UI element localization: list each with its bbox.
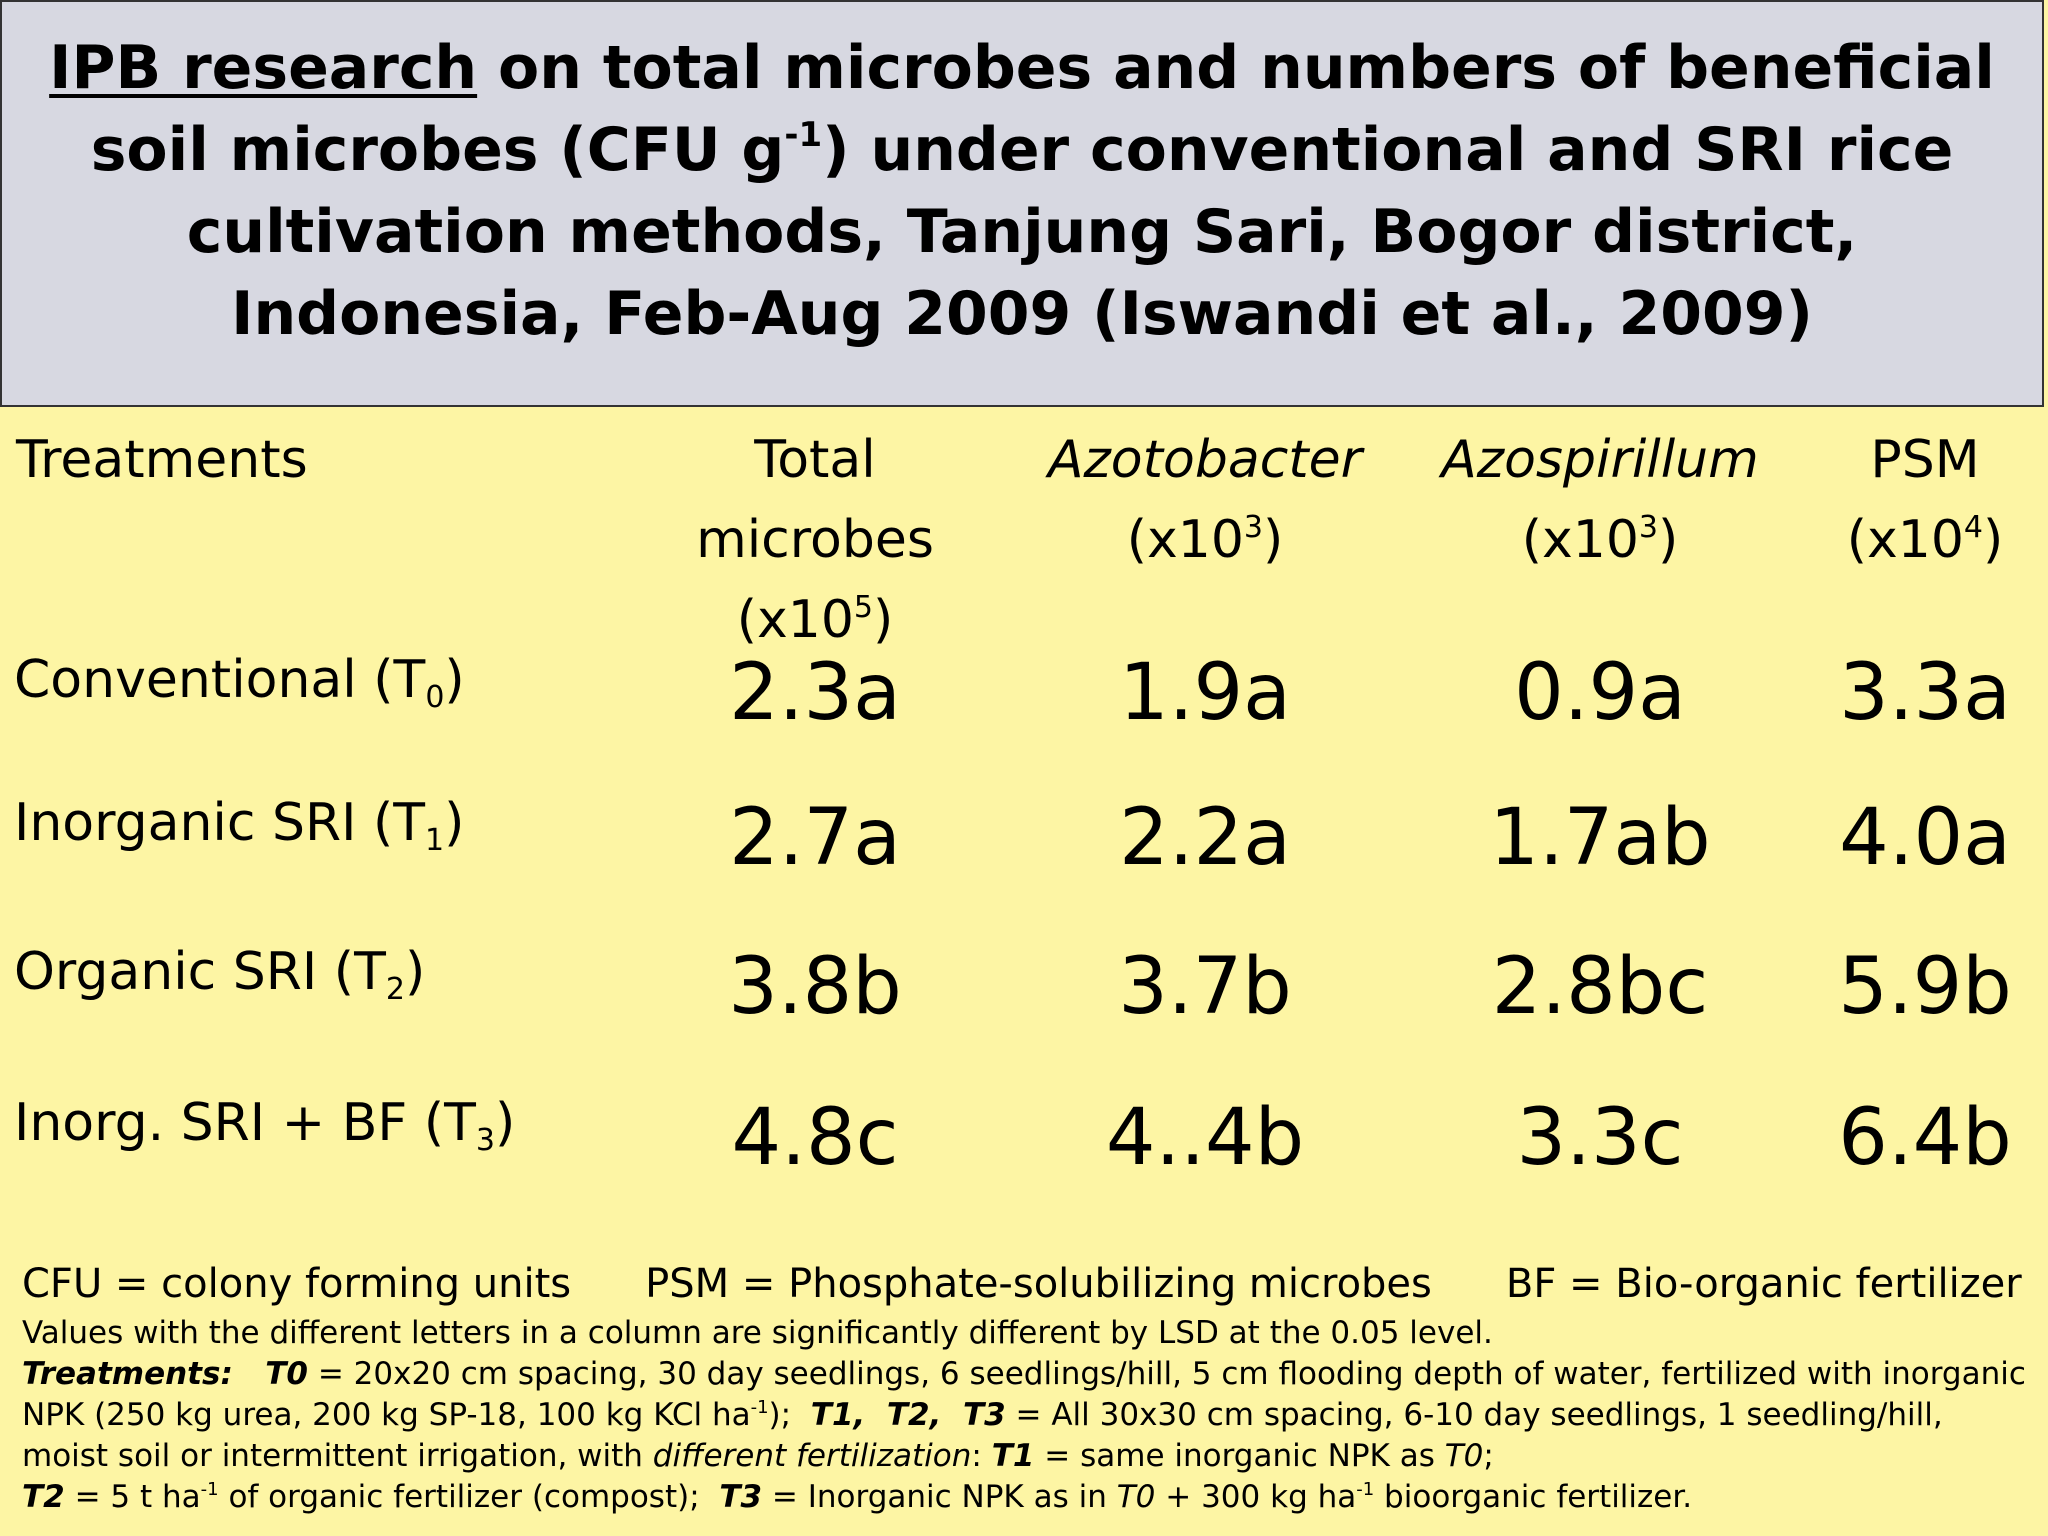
cell-azotobacter: 3.7b: [1118, 942, 1292, 1032]
header-total-unit-post: ): [873, 590, 894, 650]
treatments-colon: :: [220, 1356, 266, 1392]
cell-psm: 5.9b: [1838, 942, 2012, 1032]
row-label-text: Conventional (T: [14, 650, 426, 710]
abbr-bf: BF = Bio-organic fertilizer: [1505, 1261, 2022, 1307]
cell-total: 2.3a: [729, 648, 901, 738]
row-label-close: ): [404, 942, 426, 1002]
t0-close: );: [768, 1397, 811, 1433]
lsd-note: Values with the different letters in a c…: [22, 1315, 1493, 1351]
different-fertilization: different fertilization: [652, 1438, 972, 1474]
header-azotobacter-name: Azotobacter: [1047, 430, 1363, 490]
title-line2-post: ) under conventional and SRI rice: [822, 114, 1954, 185]
row-label-inorganic-sri: Inorganic SRI (T1): [14, 788, 464, 858]
footnotes: CFU = colony forming units PSM = Phosphat…: [22, 1255, 2032, 1518]
header-psm-unit-sup: 4: [1963, 510, 1984, 545]
title-panel: IPB research on total microbes and numbe…: [0, 0, 2044, 407]
header-total-l2: microbes: [696, 510, 934, 570]
cell-azospirillum: 0.9a: [1514, 648, 1686, 738]
header-psm-unit-post: ): [1983, 510, 2004, 570]
title-line2-sup: -1: [784, 114, 823, 155]
header-azospirillum-unit-post: ): [1658, 510, 1679, 570]
header-total-l1: Total: [754, 430, 876, 490]
header-azospirillum-unit-sup: 3: [1638, 510, 1659, 545]
t3-label: T3: [719, 1479, 763, 1515]
cell-azospirillum: 3.3c: [1516, 1093, 1684, 1183]
title-line1: on total microbes and numbers of benefic…: [477, 32, 1995, 103]
colon: :: [971, 1438, 992, 1474]
cell-azotobacter: 2.2a: [1119, 793, 1291, 883]
cell-total: 2.7a: [729, 793, 901, 883]
row-label-inorg-sri-bf: Inorg. SRI + BF (T3): [14, 1088, 515, 1158]
row-label-close: ): [495, 1093, 516, 1153]
cell-azospirillum: 1.7ab: [1489, 793, 1711, 883]
row-label-organic-sri: Organic SRI (T2): [14, 937, 425, 1007]
t2-text: = 5 t ha: [64, 1479, 201, 1515]
header-psm-unit: (x104): [1790, 500, 2048, 580]
header-azospirillum: Azospirillum (x103): [1420, 420, 1780, 580]
treatments-label: Treatments: [22, 1356, 221, 1392]
t2-label: T2: [22, 1479, 65, 1515]
header-psm-unit-pre: (x10: [1846, 510, 1964, 570]
header-azospirillum-unit-pre: (x10: [1521, 510, 1639, 570]
abbreviations: CFU = colony forming units PSM = Phosphat…: [22, 1255, 2032, 1313]
abbr-psm: PSM = Phosphate-solubilizing microbes: [645, 1261, 1432, 1307]
header-total-l3: (x105): [665, 580, 965, 660]
row-label-sub: 0: [425, 680, 445, 715]
row-label-sub: 3: [475, 1123, 495, 1158]
t3-text2: + 300 kg ha: [1155, 1479, 1357, 1515]
header-total-unit-sup: 5: [853, 590, 874, 625]
t1-label: T1: [991, 1438, 1035, 1474]
header-total-microbes: Total microbes (x105): [665, 420, 965, 660]
header-azospirillum-name: Azospirillum: [1441, 430, 1759, 490]
header-treatments: Treatments: [16, 430, 308, 490]
cell-azotobacter: 4..4b: [1105, 1093, 1305, 1183]
t3-text: = Inorganic NPK as in: [762, 1479, 1117, 1515]
slide-title: IPB research on total microbes and numbe…: [22, 27, 2022, 355]
title-line4: Indonesia, Feb-Aug 2009 (Iswandi et al.,…: [231, 278, 1813, 349]
row-label-sub: 1: [425, 823, 445, 858]
t0-text: = 20x20 cm spacing, 30 day seedlings, 6 …: [22, 1356, 2026, 1433]
header-azospirillum-unit: (x103): [1420, 500, 1780, 580]
t0-sup: -1: [750, 1397, 769, 1418]
cell-psm: 6.4b: [1838, 1093, 2012, 1183]
title-line2-pre: soil microbes (CFU g: [90, 114, 785, 185]
cell-psm: 4.0a: [1839, 793, 2011, 883]
t1-text: = same inorganic NPK as: [1034, 1438, 1445, 1474]
header-psm: PSM (x104): [1790, 420, 2048, 580]
cell-total: 3.8b: [728, 942, 902, 1032]
t3-ref: T0: [1116, 1479, 1156, 1515]
t123-label: T1, T2, T3: [810, 1397, 1006, 1433]
row-label-text: Inorg. SRI + BF (T: [14, 1093, 476, 1153]
header-azotobacter: Azotobacter (x103): [1025, 420, 1385, 580]
header-azotobacter-unit: (x103): [1025, 500, 1385, 580]
cell-total: 4.8c: [731, 1093, 899, 1183]
cell-psm: 3.3a: [1839, 648, 2011, 738]
title-line3: cultivation methods, Tanjung Sari, Bogor…: [186, 196, 1858, 267]
t123-text: = All 30x30 cm spacing, 6-10 day seedlin…: [22, 1397, 1943, 1474]
t1-end: ;: [1483, 1438, 1494, 1474]
row-label-close: ): [444, 650, 465, 710]
t2-text2: of organic fertilizer (compost);: [218, 1479, 720, 1515]
row-label-text: Organic SRI (T: [14, 942, 386, 1002]
t3-end: bioorganic fertilizer.: [1374, 1479, 1693, 1515]
t3-sup: -1: [1356, 1479, 1375, 1500]
row-label-conventional: Conventional (T0): [14, 645, 465, 715]
title-underlined: IPB research: [49, 32, 478, 103]
header-azotobacter-unit-post: ): [1263, 510, 1284, 570]
cell-azotobacter: 1.9a: [1119, 648, 1291, 738]
header-total-unit-pre: (x10: [736, 590, 854, 650]
t2-sup: -1: [200, 1479, 219, 1500]
treatment-notes: Treatments: T0 = 20x20 cm spacing, 30 da…: [22, 1354, 2032, 1518]
abbr-cfu: CFU = colony forming units: [22, 1261, 572, 1307]
header-psm-name: PSM: [1870, 430, 1980, 490]
t0-label: T0: [265, 1356, 308, 1392]
row-label-text: Inorganic SRI (T: [14, 793, 426, 853]
row-label-sub: 2: [385, 972, 405, 1007]
cell-azospirillum: 2.8bc: [1491, 942, 1709, 1032]
header-azotobacter-unit-sup: 3: [1243, 510, 1264, 545]
header-azotobacter-unit-pre: (x10: [1126, 510, 1244, 570]
row-label-close: ): [444, 793, 465, 853]
t1-ref: T0: [1444, 1438, 1484, 1474]
